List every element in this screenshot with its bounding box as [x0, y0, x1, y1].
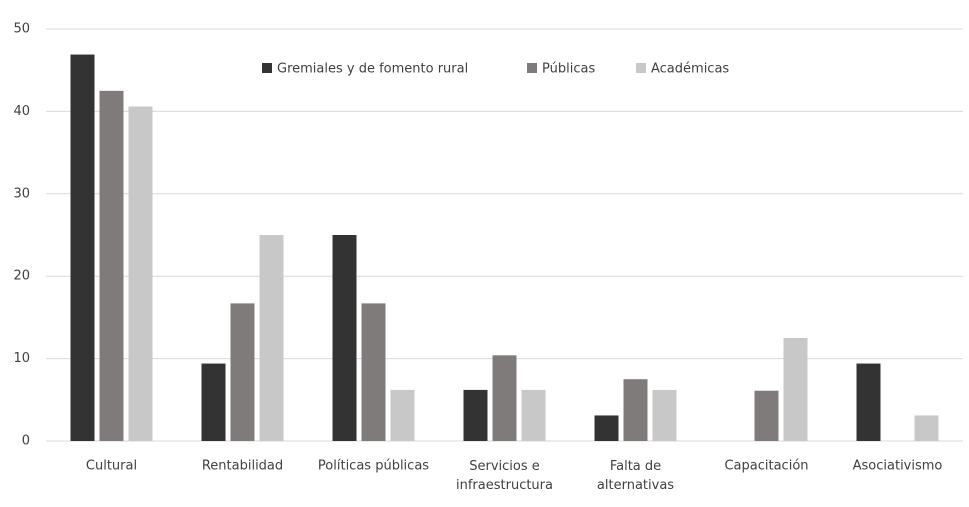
x-tick-label: Capacitación — [724, 459, 808, 474]
bar — [783, 338, 808, 441]
legend-label: Gremiales y de fomento rural — [277, 62, 468, 77]
x-tick-label: Servicios e infraestructura — [456, 459, 553, 493]
bar — [652, 389, 677, 441]
bar — [332, 235, 357, 441]
bar — [99, 90, 124, 442]
y-tick-label: 50 — [13, 22, 30, 37]
x-tick-label: Rentabilidad — [202, 459, 283, 474]
bar — [754, 390, 779, 441]
x-tick-label: Asociativismo — [853, 459, 943, 474]
bar — [70, 54, 95, 441]
legend-label: Públicas — [542, 62, 595, 77]
bar — [492, 355, 517, 441]
bar — [390, 389, 415, 441]
legend-swatch — [636, 63, 646, 73]
y-tick-label: 10 — [13, 351, 30, 366]
bar — [521, 389, 546, 441]
bar — [856, 363, 881, 441]
legend-swatch — [262, 63, 272, 73]
y-tick-label: 40 — [13, 104, 30, 119]
y-tick-label: 20 — [13, 269, 30, 284]
bar — [463, 389, 488, 441]
bar — [128, 106, 153, 442]
bar — [361, 303, 386, 441]
legend-label: Académicas — [651, 62, 729, 77]
bar — [594, 415, 619, 441]
legend-swatch — [527, 63, 537, 73]
x-tick-label: Políticas públicas — [318, 459, 429, 474]
y-tick-label: 0 — [22, 434, 30, 449]
bar — [259, 235, 284, 441]
bar — [230, 303, 255, 441]
bar — [201, 363, 226, 441]
bar — [914, 415, 939, 441]
y-tick-label: 30 — [13, 186, 30, 201]
x-tick-label: Cultural — [86, 459, 137, 474]
bar — [623, 379, 648, 441]
x-tick-label: Falta de alternativas — [597, 459, 674, 493]
